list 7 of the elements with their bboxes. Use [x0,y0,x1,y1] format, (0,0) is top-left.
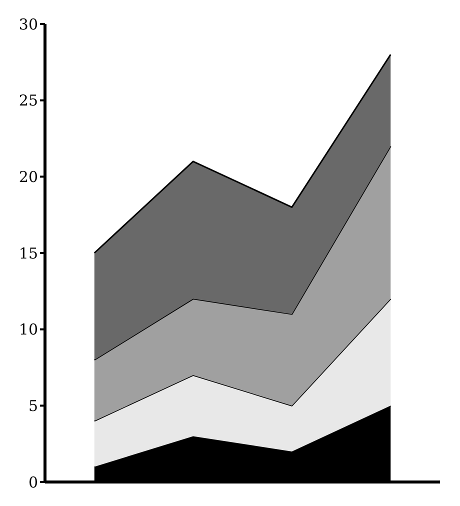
y-tick-label: 25 [18,92,38,110]
y-tick-label: 30 [18,15,38,34]
y-tick-label: 5 [28,396,38,415]
y-tick-label: 0 [28,473,38,492]
y-tick-label: 15 [18,244,38,262]
y-tick-label: 10 [18,320,38,339]
y-tick-label: 20 [18,168,38,186]
